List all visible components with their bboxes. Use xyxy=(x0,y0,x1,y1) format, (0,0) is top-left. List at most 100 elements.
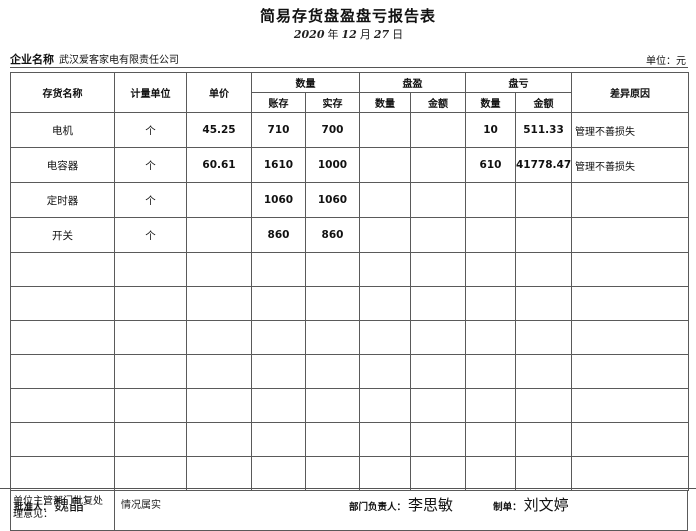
page-title: 简易存货盘盈盘亏报告表 xyxy=(259,7,436,25)
cell-empty xyxy=(410,354,466,389)
col-header-price: 单价 xyxy=(186,72,252,113)
cell-empty xyxy=(186,252,252,287)
cell-qty-actual: 1060 xyxy=(305,182,360,218)
date-year: 2020 xyxy=(293,28,325,41)
cell-empty xyxy=(410,388,466,423)
cell-empty xyxy=(186,388,252,423)
cell-loss-qty: 10 xyxy=(465,112,516,148)
cell-empty xyxy=(515,422,572,457)
opinion-label: 单位主管部门批复处理意见： xyxy=(11,491,115,530)
cell-empty xyxy=(114,286,187,321)
cell-empty xyxy=(114,320,187,355)
cell-empty xyxy=(410,320,466,355)
cell-empty xyxy=(251,320,306,355)
date-year-label: 年 xyxy=(327,28,339,41)
col-header-surplus-qty: 数量 xyxy=(359,92,411,113)
cell-reason: 管理不善损失 xyxy=(571,112,689,148)
cell-unit: 个 xyxy=(114,112,187,148)
cell-empty xyxy=(410,422,466,457)
signature-row: 批准人： 魏晶 部门负责人： 李思敏 制单： 刘文婷 xyxy=(0,488,696,519)
cell-empty xyxy=(465,388,516,423)
cell-name: 定时器 xyxy=(10,182,115,218)
table-row-empty xyxy=(10,388,689,423)
maker-name: 刘文婷 xyxy=(523,495,569,514)
opinion-value: 情况属实 xyxy=(121,500,161,511)
cell-empty xyxy=(251,354,306,389)
date-month: 12 xyxy=(341,28,357,41)
cell-empty xyxy=(359,456,411,491)
meta-row: 企业名称 武汉爱客家电有限责任公司 单位：元 xyxy=(10,49,688,68)
col-header-unit: 计量单位 xyxy=(114,72,187,113)
col-header-surplus-group: 盘盈 xyxy=(359,72,466,93)
cell-empty xyxy=(515,456,572,491)
col-header-quantity-group: 数量 xyxy=(251,72,360,93)
table-row: 开关个 860 860 xyxy=(10,217,689,253)
currency-unit: 单位：元 xyxy=(646,56,686,67)
maker-label: 制单： xyxy=(493,501,522,513)
cell-empty xyxy=(10,456,115,491)
cell-name: 电容器 xyxy=(10,147,115,183)
cell-qty-book: 860 xyxy=(251,217,306,253)
cell-reason: 管理不善损失 xyxy=(571,147,689,183)
approver-name: 魏晶 xyxy=(54,495,85,514)
cell-empty xyxy=(465,252,516,287)
date-day-label: 日 xyxy=(392,28,404,41)
cell-empty xyxy=(10,422,115,457)
cell-empty xyxy=(114,388,187,423)
cell-empty xyxy=(571,456,689,491)
col-header-loss-group: 盘亏 xyxy=(465,72,572,93)
cell-price xyxy=(186,217,252,253)
cell-empty xyxy=(186,320,252,355)
table-row-empty xyxy=(10,320,689,355)
col-header-qty-actual: 实存 xyxy=(305,92,360,113)
cell-empty xyxy=(359,252,411,287)
cell-surplus-amount xyxy=(410,217,466,253)
table-row: 电容器个 60.61 1610 1000 610 41778.47 管理不善损失 xyxy=(10,147,689,183)
maker-field: 制单： 刘文婷 xyxy=(493,494,569,515)
cell-unit: 个 xyxy=(114,217,187,253)
cell-empty xyxy=(114,354,187,389)
date-day: 27 xyxy=(373,28,390,41)
cell-empty xyxy=(515,354,572,389)
cell-empty xyxy=(515,286,572,321)
cell-surplus-qty xyxy=(359,217,411,253)
table-row: 定时器个 1060 1060 xyxy=(10,182,689,218)
cell-price xyxy=(186,182,252,218)
cell-qty-book: 710 xyxy=(251,112,306,148)
cell-name: 电机 xyxy=(10,112,115,148)
cell-loss-amount: 41778.47 xyxy=(515,147,572,183)
cell-qty-book: 1610 xyxy=(251,147,306,183)
title-block: 简易存货盘盈盘亏报告表 2020 年 12 月 27 日 xyxy=(0,0,696,43)
cell-reason xyxy=(571,182,689,218)
cell-unit: 个 xyxy=(114,182,187,218)
cell-empty xyxy=(186,354,252,389)
cell-empty xyxy=(410,252,466,287)
cell-empty xyxy=(359,286,411,321)
cell-empty xyxy=(571,286,689,321)
dept-head-name: 李思敏 xyxy=(408,495,454,514)
cell-empty xyxy=(186,456,252,491)
cell-empty xyxy=(465,286,516,321)
cell-surplus-amount xyxy=(410,112,466,148)
cell-empty xyxy=(571,252,689,287)
table-row-empty xyxy=(10,252,689,287)
cell-empty xyxy=(10,252,115,287)
cell-empty xyxy=(251,286,306,321)
cell-empty xyxy=(359,354,411,389)
cell-empty xyxy=(359,422,411,457)
cell-surplus-qty xyxy=(359,182,411,218)
dept-head-field: 部门负责人： 李思敏 xyxy=(349,494,453,515)
cell-empty xyxy=(359,320,411,355)
cell-qty-actual: 860 xyxy=(305,217,360,253)
table-row-empty xyxy=(10,456,689,491)
cell-unit: 个 xyxy=(114,147,187,183)
cell-empty xyxy=(305,456,360,491)
company-name: 武汉爱客家电有限责任公司 xyxy=(59,55,179,66)
cell-empty xyxy=(359,388,411,423)
cell-empty xyxy=(186,286,252,321)
cell-empty xyxy=(305,252,360,287)
company-label: 企业名称 xyxy=(10,53,54,66)
cell-empty xyxy=(251,252,306,287)
table-body: 电机个 45.25 710 700 10 511.33 管理不善损失 电容器个 60.61 161… xyxy=(10,112,689,491)
